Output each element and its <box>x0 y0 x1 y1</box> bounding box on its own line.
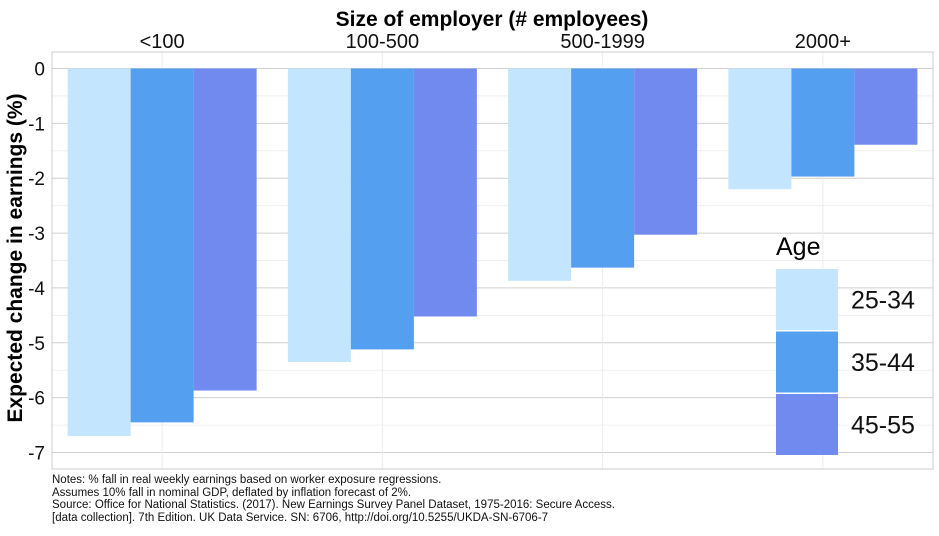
category-label: 500-1999 <box>560 31 645 53</box>
y-tick-label: -2 <box>28 169 45 190</box>
category-label: 2000+ <box>795 31 851 53</box>
bars <box>67 68 918 437</box>
y-tick-label: -1 <box>28 114 45 135</box>
category-label: <100 <box>140 31 185 53</box>
note-line: Assumes 10% fall in nominal GDP, deflate… <box>52 486 412 499</box>
legend-key-35-44 <box>776 331 838 393</box>
bar-25-34-2000+ <box>728 68 792 190</box>
y-axis-label: Expected change in earnings (%) <box>4 93 27 422</box>
legend-label: 25-34 <box>851 287 915 315</box>
y-tick-label: -4 <box>28 279 45 300</box>
bar-25-34-500-1999 <box>508 68 572 281</box>
legend-label: 35-44 <box>851 349 915 377</box>
legend-key-45-55 <box>776 394 838 455</box>
note-line: Notes: % fall in real weekly earnings ba… <box>52 474 442 486</box>
legend: Age 25-34 35-44 45-55 <box>776 233 915 455</box>
bar-45-55-500-1999 <box>634 68 698 235</box>
legend-key-25-34 <box>776 269 838 330</box>
bar-35-44-100-500 <box>350 68 414 350</box>
x-category-labels: <100 100-500 500-1999 2000+ <box>140 31 851 53</box>
chart-title: Size of employer (# employees) <box>336 8 649 31</box>
y-tick-label: -5 <box>28 334 45 355</box>
bar-35-44-500-1999 <box>571 68 635 268</box>
plot-panel-border <box>51 51 934 470</box>
legend-label: 45-55 <box>851 412 915 440</box>
y-tick-label: -3 <box>28 224 45 245</box>
bar-45-55-<100 <box>193 68 257 391</box>
legend-title: Age <box>776 233 820 261</box>
category-label: 100-500 <box>346 31 419 53</box>
bar-45-55-100-500 <box>413 68 477 317</box>
bar-35-44-2000+ <box>791 68 855 177</box>
bar-25-34-<100 <box>67 68 131 437</box>
y-tick-label: 0 <box>34 59 45 80</box>
bar-25-34-100-500 <box>287 68 351 363</box>
y-tick-label: -7 <box>28 444 45 465</box>
note-line: [data collection]. 7th Edition. UK Data … <box>52 511 549 524</box>
y-tick-label: -6 <box>28 389 45 410</box>
notes: Notes: % fall in real weekly earnings ba… <box>52 474 932 524</box>
y-tick-labels: 0 -1 -2 -3 -4 -5 -6 -7 <box>28 59 45 464</box>
bar-45-55-2000+ <box>854 68 918 145</box>
bar-35-44-<100 <box>130 68 194 423</box>
note-line: Source: Office for National Statistics. … <box>52 499 615 512</box>
